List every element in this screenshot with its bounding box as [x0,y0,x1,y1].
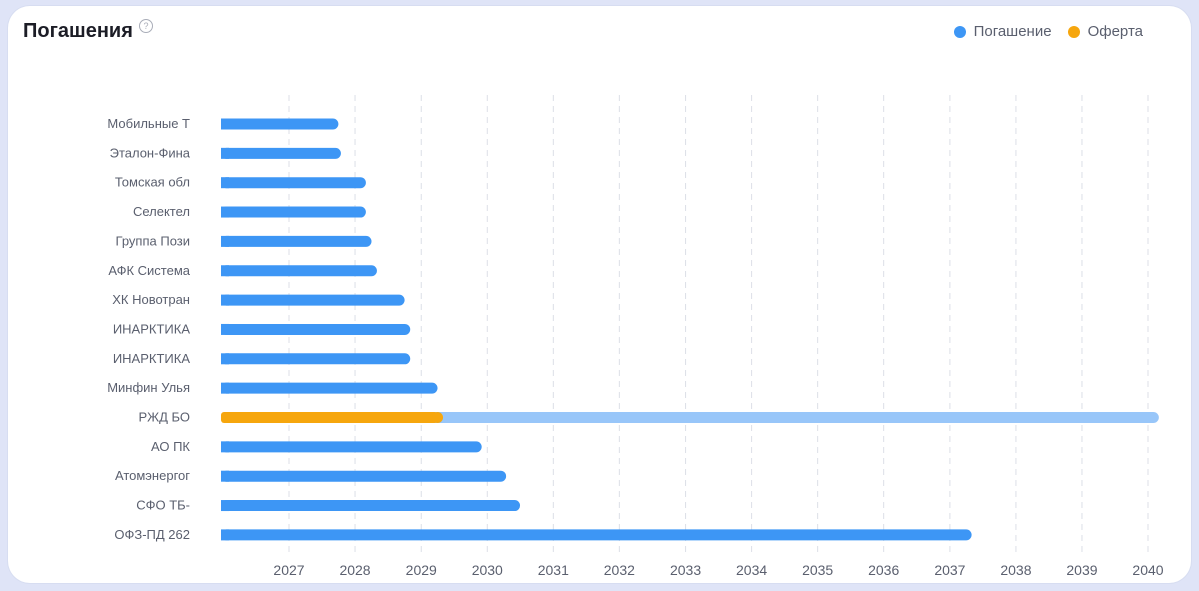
bar-label: ХК Новотран [112,292,190,307]
bar-redemption[interactable] [221,206,366,218]
bar-redemption[interactable] [221,529,972,541]
page-title: Погашения [23,20,133,42]
bar-redemption[interactable] [221,294,405,306]
bar-redemption[interactable] [221,177,366,189]
bar-label: ИНАРКТИКА [113,351,191,366]
bar-redemption[interactable] [221,382,438,394]
bar-redemption[interactable] [221,500,521,512]
legend-item-redemption[interactable]: Погашение [953,23,1052,40]
bar-redemption-start [221,529,229,541]
x-axis-ticks: 2027 2028 2029 2030 2031 2032 2033 2034 2035 2036… [273,562,1163,578]
bar-label: Группа Пози [116,233,190,248]
x-tick-label-2032: 2032 [604,562,635,578]
bar-redemption[interactable] [221,353,411,365]
bar-redemption-after-offer[interactable] [221,412,1159,423]
chart-bars [221,118,1159,541]
x-tick-label-2037: 2037 [934,562,965,578]
bar-redemption-start [221,206,229,218]
x-tick-label-2039: 2039 [1066,562,1097,578]
x-tick-label-2027: 2027 [273,562,304,578]
bar-redemption[interactable] [221,265,377,277]
bar-label: Минфин Улья [107,380,190,395]
bar-redemption-start [221,265,229,277]
bar-redemption-start [221,441,229,453]
bar-redemption-start [221,118,229,130]
bar-label: ОФЗ-ПД 262 [114,527,190,542]
bar-label: Атомэнергог [115,468,190,483]
x-tick-label-2030: 2030 [472,562,503,578]
bar-redemption-start [221,382,229,394]
bar-redemption-start [221,177,229,189]
bar-offer[interactable] [221,412,438,423]
x-tick-label-2035: 2035 [802,562,833,578]
x-tick-label-2038: 2038 [1000,562,1031,578]
legend-label-redemption: Погашение [973,23,1052,40]
legend-label-offer: Оферта [1087,23,1143,40]
bar-offer-cap [432,412,444,423]
bar-label: Мобильные Т [107,116,190,131]
bar-label: Томская обл [115,175,190,190]
bar-redemption[interactable] [221,235,372,247]
bar-label: Эталон-Фина [110,145,191,160]
bar-redemption-start [221,235,229,247]
legend-dot-offer [1067,25,1080,38]
bar-label: ИНАРКТИКА [113,321,191,336]
help-icon[interactable]: ? [139,19,153,33]
bar-label: Селектел [133,204,190,219]
bar-redemption[interactable] [221,441,482,453]
bar-label: АО ПК [151,439,190,454]
bar-redemption[interactable] [221,147,341,159]
y-axis-labels: Мобильные Т Эталон-Фина Томская обл Селекте… [107,116,191,542]
legend-item-offer[interactable]: Оферта [1067,23,1143,40]
chart-grid [288,95,1149,552]
redemptions-card: Погашения ? Погашение Оферта [8,6,1191,583]
x-tick-label-2031: 2031 [538,562,569,578]
bar-redemption[interactable] [221,323,411,335]
legend-dot-redemption [953,25,966,38]
x-tick-label-2033: 2033 [670,562,701,578]
bar-redemption[interactable] [221,470,507,482]
bar-label: РЖД БО [139,410,190,425]
bar-redemption-start [221,353,229,365]
x-tick-label-2036: 2036 [868,562,899,578]
x-tick-label-2029: 2029 [406,562,437,578]
bar-label: СФО ТБ- [136,498,190,513]
bar-redemption-start [221,500,229,512]
bar-redemption-start [221,147,229,159]
bar-label: АФК Система [108,263,190,278]
x-tick-label-2040: 2040 [1132,562,1163,578]
bar-redemption[interactable] [221,118,339,130]
bar-redemption-start [221,470,229,482]
x-tick-label-2034: 2034 [736,562,767,578]
bar-redemption-start [221,323,229,335]
x-tick-label-2028: 2028 [339,562,370,578]
bar-redemption-start [221,294,229,306]
chart-legend: Погашение Оферта [953,23,1143,40]
